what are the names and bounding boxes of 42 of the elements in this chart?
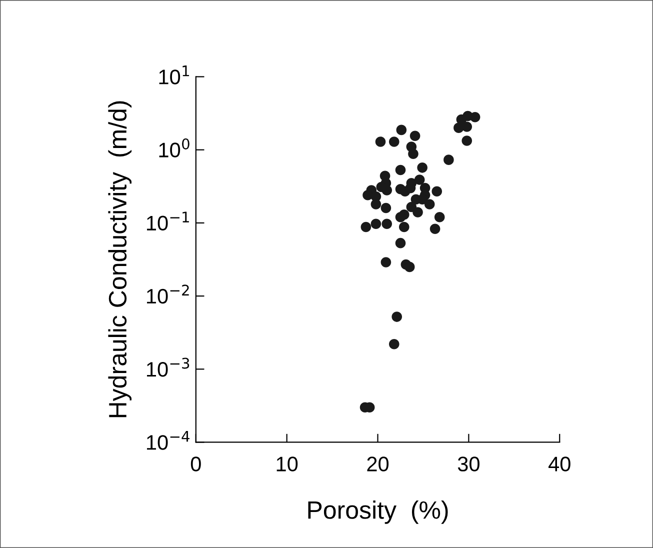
point xyxy=(388,338,400,350)
point xyxy=(462,136,472,146)
point xyxy=(395,212,406,222)
point xyxy=(382,218,392,230)
point xyxy=(404,262,415,272)
point xyxy=(370,199,382,210)
point xyxy=(434,212,445,222)
point xyxy=(414,174,425,185)
point xyxy=(408,148,418,160)
point xyxy=(392,312,402,322)
point xyxy=(396,124,407,136)
x-tick-label: 40 xyxy=(548,456,570,472)
point xyxy=(430,224,440,234)
point xyxy=(470,112,480,122)
y-tick-label: 10$^{0}$ xyxy=(159,138,190,158)
point xyxy=(360,222,372,232)
y-tick-label: 10$^{1}$ xyxy=(159,66,190,84)
x-tick-label: 20 xyxy=(367,456,389,472)
x-tick-label: 10 xyxy=(276,456,298,472)
point xyxy=(380,257,392,268)
y-tick-label: 10$^{−3}$ xyxy=(147,358,190,377)
point xyxy=(410,130,420,142)
point xyxy=(395,164,406,176)
point xyxy=(462,122,472,132)
y-tick-label: 10$^{−1}$ xyxy=(147,212,189,231)
point xyxy=(412,207,423,218)
x-axis-title: Porosity (%) xyxy=(308,500,448,524)
point xyxy=(395,238,406,248)
y-axis-title: Hydraulic Conductivity (m/d) xyxy=(108,101,132,418)
y-tick-label: 10$^{−2}$ xyxy=(147,284,189,304)
point xyxy=(417,162,428,173)
x-tick-label: 0 xyxy=(190,456,201,472)
point xyxy=(424,199,435,210)
point xyxy=(370,218,382,230)
point xyxy=(432,186,442,197)
point xyxy=(375,136,386,147)
y-tick-label: 10$^{−4}$ xyxy=(147,431,190,450)
x-tick-label: 30 xyxy=(458,456,480,472)
point xyxy=(444,154,454,165)
point xyxy=(380,202,392,214)
point xyxy=(388,136,400,147)
point xyxy=(398,222,410,232)
